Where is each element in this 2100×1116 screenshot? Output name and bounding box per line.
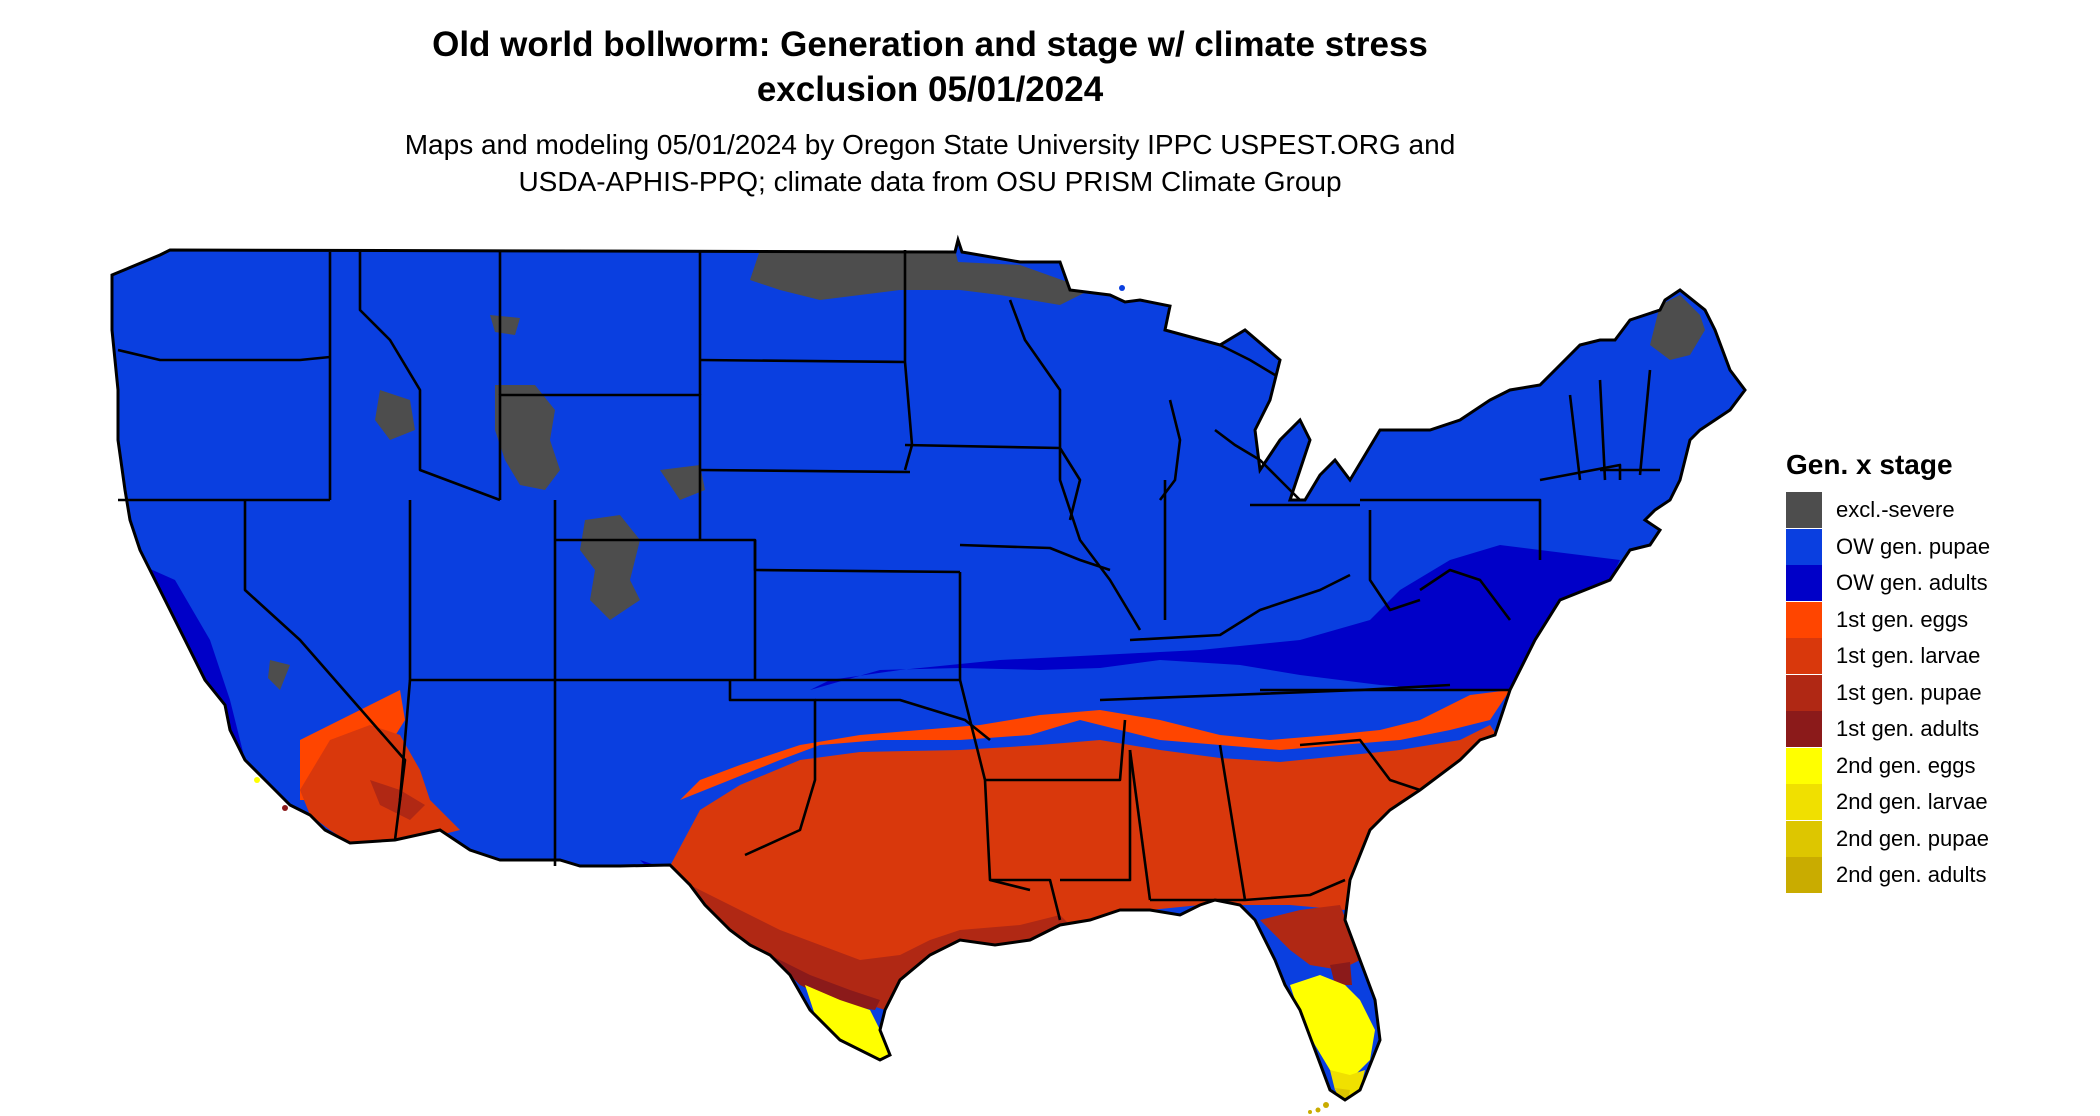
legend-item: 1st gen. larvae <box>1786 638 1990 675</box>
legend-label: 1st gen. pupae <box>1836 679 1982 705</box>
legend-swatch <box>1786 638 1822 675</box>
legend-label: 2nd gen. adults <box>1836 862 1987 888</box>
legend-title: Gen. x stage <box>1786 449 1953 480</box>
legend-swatch <box>1786 565 1822 602</box>
map-title-line-2: exclusion 05/01/2024 <box>756 70 1104 109</box>
legend-swatch <box>1786 492 1822 529</box>
legend-rows: excl.-severe OW gen. pupae OW gen. adults 1… <box>1786 492 1990 894</box>
legend-item: OW gen. adults <box>1786 565 1990 602</box>
state-borders <box>117 250 1660 921</box>
legend-item: OW gen. pupae <box>1786 528 1991 566</box>
legend-swatch <box>1786 601 1822 638</box>
great-lakes-shoreline <box>1158 343 1301 501</box>
map-subtitle-line-2: USDA-APHIS-PPQ; climate data from OSU PR… <box>518 166 1342 197</box>
legend-label: OW gen. adults <box>1836 570 1988 596</box>
legend-label: 2nd gen. eggs <box>1836 752 1976 778</box>
legend-item: 1st gen. adults <box>1786 711 1990 748</box>
legend-swatch <box>1786 674 1822 711</box>
legend-label: 1st gen. larvae <box>1836 643 1981 669</box>
legend-item: 1st gen. eggs <box>1786 601 1990 639</box>
legend-item: 1st gen. pupae <box>1786 674 1990 712</box>
legend-swatch <box>1786 528 1822 565</box>
legend-label: OW gen. pupae <box>1836 533 1991 559</box>
legend-label: 1st gen. adults <box>1836 716 1980 742</box>
legend-swatch <box>1786 711 1822 748</box>
legend-item: 2nd gen. larvae <box>1786 784 1990 821</box>
legend-label: 1st gen. eggs <box>1836 606 1969 632</box>
map-subtitle-line-1: Maps and modeling 05/01/2024 by Oregon S… <box>404 129 1456 160</box>
map-subtitle: Maps and modeling 05/01/2024 by Oregon S… <box>350 126 1510 200</box>
offshore-specks <box>254 285 1329 1114</box>
legend-swatch <box>1786 784 1822 821</box>
legend-label: 2nd gen. larvae <box>1836 789 1988 815</box>
legend-label: 2nd gen. pupae <box>1836 825 1989 851</box>
legend-swatch <box>1786 857 1822 894</box>
legend-item: 2nd gen. pupae <box>1786 820 1990 858</box>
region-2nd-gen-eggs <box>805 975 1375 1080</box>
map-title-line-1: Old world bollworm: Generation and stage… <box>432 25 1428 64</box>
region-1st-gen-adults <box>770 955 1352 1010</box>
legend-swatch <box>1786 820 1822 857</box>
stage-fill-layers <box>112 240 1745 1100</box>
legend-item: excl.-severe <box>1786 492 1990 529</box>
legend-item: 2nd gen. eggs <box>1786 747 1990 785</box>
legend-item: 2nd gen. adults <box>1786 857 1990 894</box>
legend-swatch <box>1786 747 1822 784</box>
legend-label: excl.-severe <box>1836 497 1955 523</box>
legend: Gen. x stage excl.-severe OW gen. pupae OW… <box>1786 448 1990 894</box>
map-title: Old world bollworm: Generation and stage… <box>390 22 1470 112</box>
